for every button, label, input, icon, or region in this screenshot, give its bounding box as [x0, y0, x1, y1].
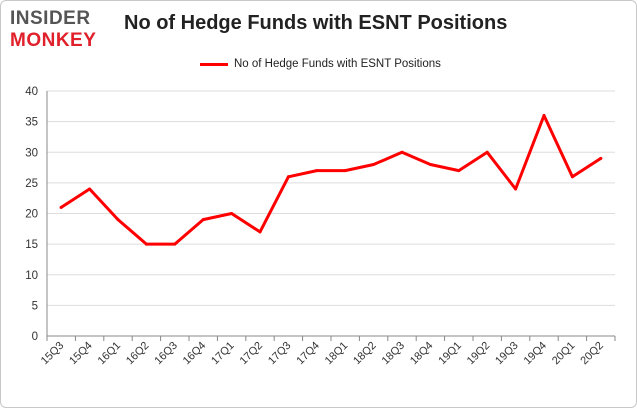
data-point: [514, 187, 518, 191]
data-point: [570, 175, 574, 179]
data-point: [485, 150, 489, 154]
legend-label: No of Hedge Funds with ESNT Positions: [234, 58, 441, 70]
x-tick-label: 20Q2: [578, 340, 606, 368]
y-tick-label: 25: [25, 178, 38, 190]
data-point: [116, 218, 120, 222]
logo-line-1: INSIDER: [10, 8, 91, 29]
x-tick-label: 15Q4: [67, 340, 95, 368]
insider-monkey-logo: INSIDER MONKEY: [10, 8, 96, 50]
x-tick-label: 17Q1: [209, 340, 237, 368]
data-point: [428, 163, 432, 166]
x-tick-label: 17Q4: [294, 340, 322, 368]
x-tick-label: 15Q3: [39, 340, 67, 368]
data-point: [457, 169, 461, 173]
data-point: [144, 242, 148, 246]
data-point: [173, 242, 177, 246]
x-tick-label: 18Q4: [408, 340, 436, 368]
y-tick-label: 40: [25, 86, 38, 98]
x-tick-label: 19Q1: [436, 340, 464, 368]
series-line: [59, 114, 603, 246]
x-tick-label: 16Q2: [124, 340, 152, 368]
x-tick-label: 16Q1: [96, 340, 124, 368]
data-point: [542, 114, 546, 117]
y-tick-label: 15: [25, 239, 38, 251]
chart-title: No of Hedge Funds with ESNT Positions: [124, 12, 508, 34]
data-point: [201, 218, 205, 222]
y-tick-label: 20: [25, 209, 38, 221]
y-tick-label: 5: [32, 300, 38, 312]
x-tick-label: 20Q1: [550, 340, 578, 368]
y-tick-label: 30: [25, 147, 38, 159]
data-point: [59, 205, 63, 209]
y-tick-label: 35: [25, 117, 38, 129]
data-point: [286, 175, 290, 179]
legend-swatch: [200, 62, 228, 66]
x-tick-label: 17Q3: [266, 340, 294, 368]
chart-legend: No of Hedge Funds with ESNT Positions: [200, 56, 441, 72]
x-tick-label: 19Q4: [522, 340, 550, 368]
x-tick-label: 19Q2: [465, 340, 493, 368]
x-tick-label: 19Q3: [493, 340, 521, 368]
y-tick-label: 0: [32, 331, 38, 343]
data-point: [315, 169, 319, 173]
x-tick-label: 16Q4: [181, 340, 209, 368]
x-tick-label: 17Q2: [238, 340, 266, 368]
x-tick-label: 18Q1: [323, 340, 351, 368]
data-point: [230, 212, 234, 215]
y-tick-label: 10: [25, 270, 38, 282]
data-point: [343, 169, 347, 173]
data-point: [258, 230, 262, 234]
x-tick-label: 18Q3: [380, 340, 408, 368]
data-point: [372, 163, 376, 166]
x-tick-label: 18Q2: [351, 340, 379, 368]
x-tick-label: 16Q3: [152, 340, 180, 368]
data-point: [400, 150, 404, 154]
data-point: [599, 156, 603, 160]
logo-line-2: MONKEY: [10, 30, 96, 50]
data-point: [88, 187, 92, 191]
